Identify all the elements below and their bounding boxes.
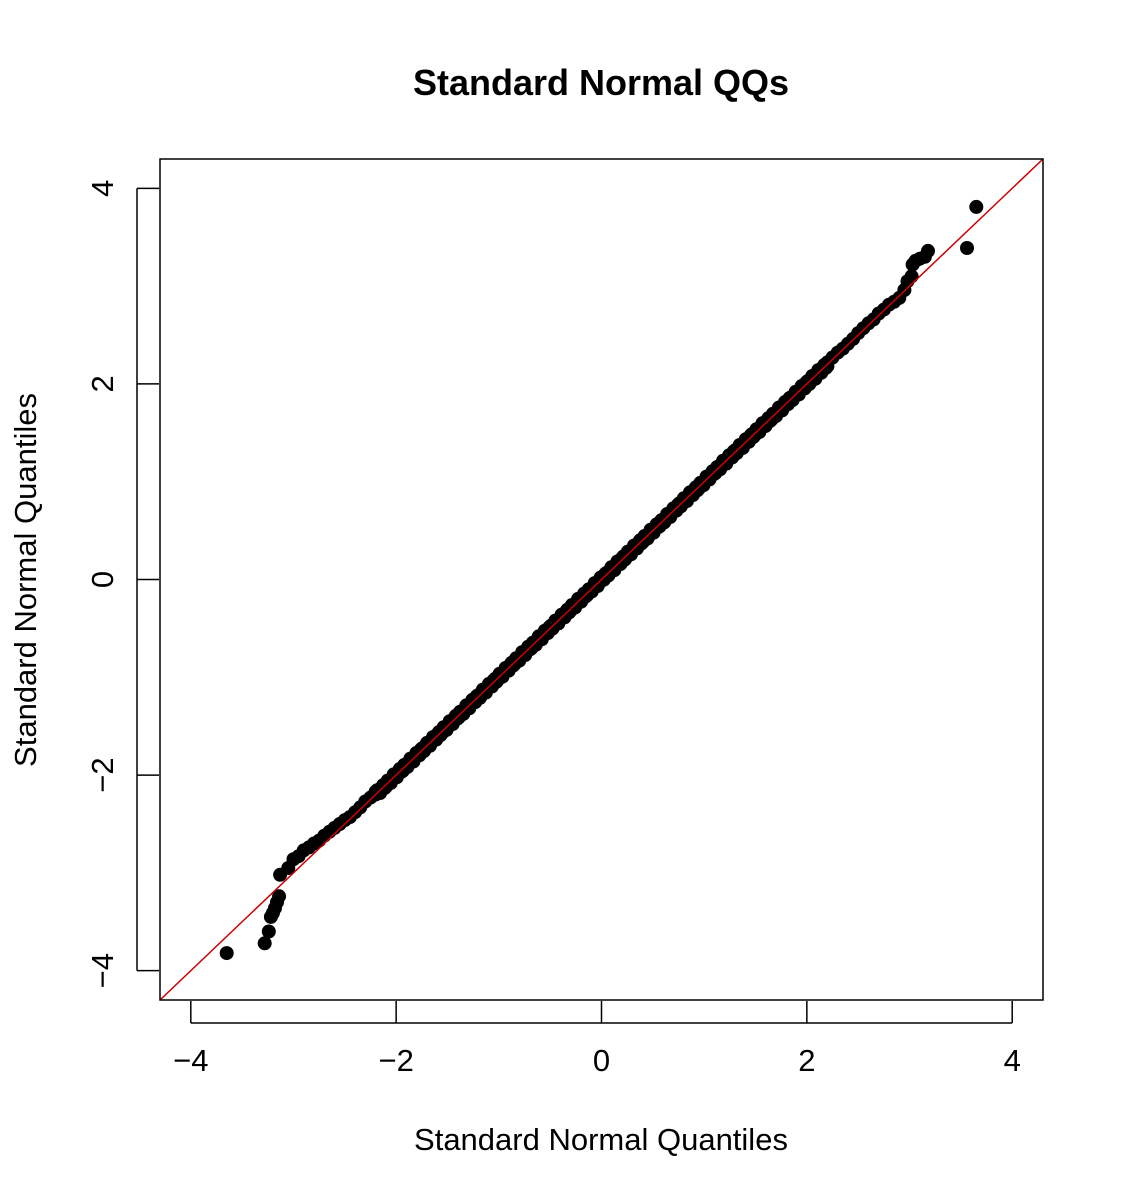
- x-axis: −4 −2 0 2 4: [173, 1001, 1021, 1078]
- y-tick-label: −2: [85, 757, 120, 792]
- data-point: [219, 946, 234, 961]
- x-tick-label: 2: [798, 1043, 815, 1078]
- data-point: [257, 936, 272, 951]
- y-axis-label: Standard Normal Quantiles: [8, 393, 43, 767]
- y-tick-label: −4: [85, 953, 120, 988]
- x-tick-label: −2: [378, 1043, 413, 1078]
- plot-frame: [159, 158, 1044, 1001]
- x-tick-label: 4: [1004, 1043, 1021, 1078]
- x-tick-label: −4: [173, 1043, 208, 1078]
- data-point: [960, 241, 974, 255]
- reference-line: [160, 159, 1043, 1000]
- data-point: [969, 199, 984, 214]
- data-point: [921, 243, 935, 258]
- y-tick-label: 2: [85, 375, 120, 392]
- data-point: [261, 924, 276, 939]
- x-axis-label: Standard Normal Quantiles: [414, 1122, 788, 1157]
- y-tick-label: 0: [85, 571, 120, 588]
- x-tick-label: 0: [593, 1043, 610, 1078]
- y-axis: −4 −2 0 2 4: [85, 180, 159, 988]
- data-point: [368, 784, 383, 799]
- y-tick-label: 4: [85, 180, 120, 197]
- data-point: [272, 889, 287, 904]
- plot-area: [160, 159, 1043, 1000]
- chart-title: Standard Normal QQs: [413, 62, 789, 103]
